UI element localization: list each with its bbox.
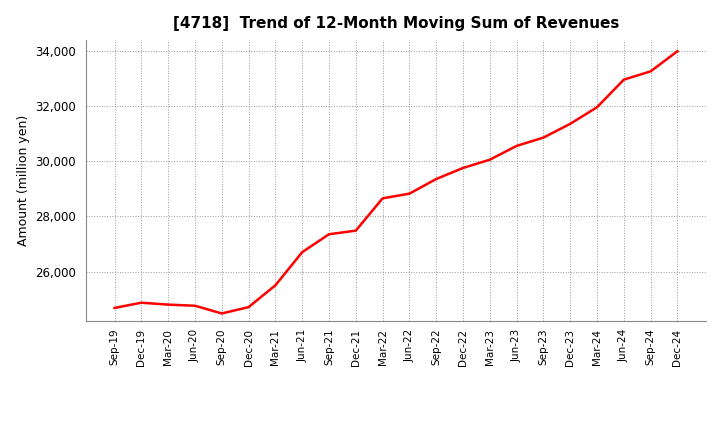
Y-axis label: Amount (million yen): Amount (million yen) (17, 115, 30, 246)
Title: [4718]  Trend of 12-Month Moving Sum of Revenues: [4718] Trend of 12-Month Moving Sum of R… (173, 16, 619, 32)
